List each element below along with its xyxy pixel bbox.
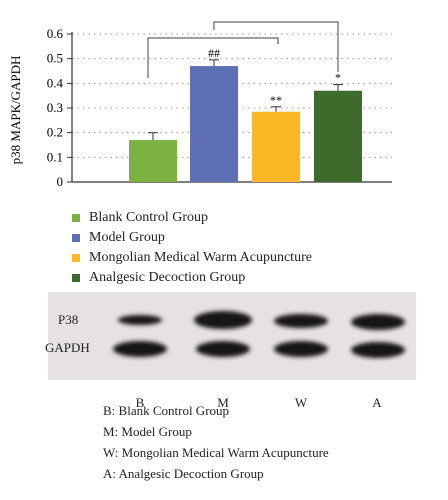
band-p38-A (351, 314, 405, 330)
band-gapdh-A (351, 342, 405, 358)
significance-marker: ## (208, 46, 220, 60)
y-tick-label: 0.5 (47, 51, 63, 66)
lane-label-w: W (294, 395, 308, 410)
legend-item: Blank Control Group (72, 208, 312, 228)
legend-swatch (72, 234, 80, 242)
abbreviation-m: M: Model Group (103, 424, 192, 439)
legend-label: Mongolian Medical Warm Acupuncture (89, 250, 312, 265)
legend-item: Mongolian Medical Warm Acupuncture (72, 248, 312, 268)
legend-swatch (72, 254, 80, 262)
bar-1 (129, 140, 177, 182)
y-tick-label: 0.3 (47, 100, 63, 115)
bar-4 (314, 90, 362, 182)
legend-item: Analgesic Decoction Group (72, 268, 312, 288)
legend-label: Model Group (89, 230, 165, 245)
bar-chart: 00.10.20.30.40.50.6 ##*** p38 MAPK/GAPDH (8, 21, 392, 189)
legend-label: Analgesic Decoction Group (89, 270, 246, 285)
axes: 0 0.1 0.2 0.3 0.4 0.5 0.6 (47, 26, 392, 189)
legend-item: Model Group (72, 228, 312, 248)
significance-bracket-model-drugs (213, 21, 339, 72)
legend-swatch (72, 214, 80, 222)
y-axis-label: p38 MAPK/GAPDH (8, 56, 23, 165)
y-tick-label: 0.6 (47, 26, 64, 41)
western-blot-image (48, 292, 416, 380)
legend: Blank Control Group Model Group Mongolian … (72, 208, 312, 288)
significance-marker: * (335, 71, 341, 85)
significance-marker: ** (270, 93, 282, 107)
band-p38-W (274, 314, 328, 328)
y-tick-label: 0.4 (47, 75, 64, 90)
legend-label: Blank Control Group (89, 210, 208, 225)
lane-label-b: B (135, 395, 145, 410)
bars: ##*** (129, 46, 362, 182)
bar-2 (190, 66, 238, 182)
y-tick-label: 0 (57, 174, 64, 189)
legend-swatch (72, 274, 80, 282)
blot-row-label-gapdh: GAPDH (45, 340, 90, 355)
bar-3 (252, 111, 300, 182)
abbreviation-b: B: Blank Control Group (103, 403, 230, 418)
abbreviation-a: A: Analgesic Decoction Group (103, 466, 264, 481)
blot-row-label-p38: P38 (58, 312, 79, 327)
abbreviation-w: W: Mongolian Medical Warm Acupuncture (103, 445, 329, 460)
band-p38-M (194, 311, 252, 329)
significance-brackets (147, 21, 339, 78)
lane-label-m: M (217, 395, 229, 410)
y-tick-label: 0.1 (47, 149, 63, 164)
y-tick-label: 0.2 (47, 125, 63, 140)
abbreviation-list: B: Blank Control Group M: Model Group W:… (103, 400, 329, 484)
lane-label-a: A (372, 395, 382, 410)
band-p38-B (118, 315, 162, 325)
band-gapdh-W (274, 341, 328, 357)
band-gapdh-B (113, 341, 167, 357)
band-gapdh-M (196, 341, 250, 357)
